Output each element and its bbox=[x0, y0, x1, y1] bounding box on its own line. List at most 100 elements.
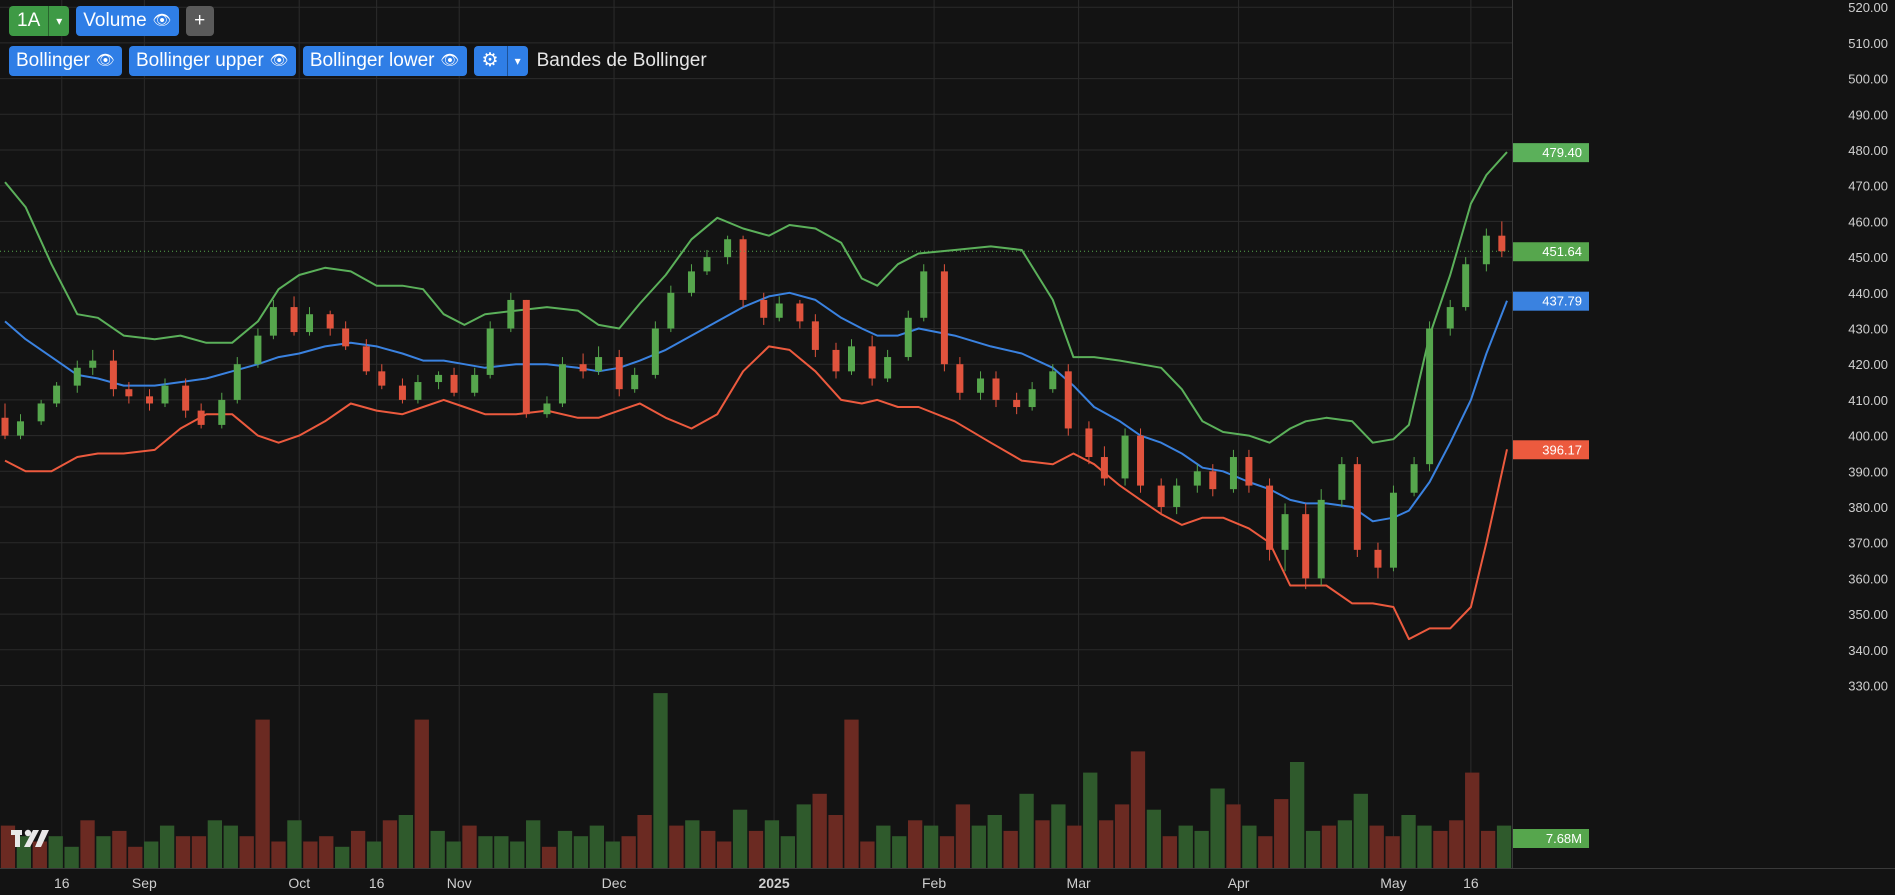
bollinger-lower-toggle[interactable]: Bollinger lower 👁 bbox=[302, 46, 467, 76]
price-tick-label: 400.00 bbox=[1848, 429, 1888, 444]
candle-body bbox=[1173, 485, 1181, 507]
candle-body bbox=[724, 239, 732, 258]
bollinger-toggle[interactable]: Bollinger 👁 bbox=[9, 46, 122, 76]
eye-icon[interactable]: 👁 bbox=[269, 52, 289, 69]
upper-band-badge-bg bbox=[1513, 143, 1589, 163]
candle-body bbox=[615, 357, 623, 390]
volume-bar bbox=[1321, 825, 1337, 868]
volume-bar bbox=[80, 820, 95, 868]
candle-body bbox=[595, 357, 603, 372]
volume-bar bbox=[1417, 825, 1432, 868]
candle-body bbox=[125, 389, 133, 397]
candle-body bbox=[940, 271, 948, 365]
candle-body bbox=[992, 378, 1000, 400]
tradingview-logo-icon[interactable] bbox=[11, 828, 51, 850]
last-price-badge-bg bbox=[1513, 242, 1589, 262]
eye-icon[interactable]: 👁 bbox=[152, 12, 172, 29]
lower-band-badge-bg bbox=[1513, 440, 1589, 460]
interval-button[interactable]: 1A bbox=[9, 6, 49, 36]
volume-bar bbox=[573, 836, 589, 868]
price-axis[interactable]: 330.00 340.00 350.00 360.00 370.00 380.00 390.… bbox=[1848, 0, 1888, 693]
volume-bar bbox=[1449, 820, 1464, 868]
lower-band-line bbox=[4, 345, 1508, 641]
interval-selector[interactable]: 1A ▾ bbox=[9, 6, 70, 36]
candle-body bbox=[161, 385, 169, 404]
time-tick-label: Oct bbox=[288, 875, 310, 891]
candle-body bbox=[956, 364, 964, 393]
upper-band-badge: 479.40 bbox=[1542, 145, 1582, 160]
price-tick-label: 450.00 bbox=[1848, 250, 1888, 265]
volume-bar bbox=[48, 836, 63, 868]
candle-body bbox=[471, 374, 479, 393]
add-indicator-button[interactable]: + bbox=[185, 6, 214, 36]
volume-bar bbox=[748, 830, 764, 868]
candle-body bbox=[1245, 457, 1253, 486]
volume-bar bbox=[1353, 793, 1368, 868]
volume-bar bbox=[1305, 830, 1321, 868]
price-tick-label: 380.00 bbox=[1848, 500, 1888, 515]
volume-bar bbox=[1258, 836, 1273, 868]
price-tick-label: 430.00 bbox=[1848, 322, 1888, 337]
volume-bar bbox=[987, 815, 1002, 868]
price-tick-label: 350.00 bbox=[1848, 607, 1888, 622]
upper-band-line bbox=[4, 151, 1508, 444]
candle-body bbox=[398, 385, 406, 400]
chevron-down-icon[interactable]: ▾ bbox=[506, 46, 528, 76]
volume-bar bbox=[1146, 809, 1162, 868]
indicator-settings[interactable]: ⚙ ▾ bbox=[473, 46, 528, 76]
volume-bar bbox=[732, 809, 748, 868]
bollinger-bands bbox=[4, 151, 1508, 641]
candle-body bbox=[558, 364, 566, 404]
gear-icon[interactable]: ⚙ bbox=[473, 46, 507, 76]
volume-bar bbox=[876, 825, 891, 868]
volume-bar bbox=[1067, 825, 1082, 868]
candle-body bbox=[342, 328, 350, 347]
volume-bar bbox=[1369, 825, 1384, 868]
candle-body bbox=[1462, 264, 1470, 308]
volume-bar bbox=[717, 841, 732, 868]
volume-bar bbox=[526, 820, 541, 868]
volume-bar bbox=[541, 846, 557, 868]
middle-band-line bbox=[4, 291, 1508, 523]
time-tick-label: Nov bbox=[447, 875, 472, 891]
volume-bar bbox=[780, 836, 795, 868]
volume-bar bbox=[1401, 815, 1416, 868]
candle-body bbox=[703, 257, 711, 272]
candle-body bbox=[832, 349, 840, 372]
candle-body bbox=[507, 299, 515, 329]
volume-bar bbox=[0, 825, 16, 868]
volume-badge: 7.68M bbox=[1546, 831, 1582, 846]
bollinger-upper-toggle[interactable]: Bollinger upper 👁 bbox=[128, 46, 296, 76]
volume-bar bbox=[796, 804, 811, 868]
indicator-toolbar: Bollinger 👁 Bollinger upper 👁 Bollinger … bbox=[9, 46, 707, 76]
volume-bar bbox=[812, 793, 827, 868]
candle-body bbox=[739, 239, 747, 300]
candle-body bbox=[884, 357, 892, 379]
candle-body bbox=[362, 346, 370, 372]
time-tick-label: Mar bbox=[1067, 875, 1091, 891]
candle-body bbox=[1338, 464, 1346, 500]
volume-bar bbox=[1226, 804, 1241, 868]
eye-icon[interactable]: 👁 bbox=[95, 52, 115, 69]
candle-body bbox=[1281, 514, 1289, 550]
candle-body bbox=[847, 346, 855, 372]
price-tick-label: 440.00 bbox=[1848, 286, 1888, 301]
volume-bar bbox=[1114, 804, 1130, 868]
time-tick-label: 2025 bbox=[758, 875, 789, 891]
candle-body bbox=[1157, 485, 1165, 507]
volume-bar bbox=[1162, 836, 1177, 868]
bollinger-upper-label: Bollinger upper bbox=[135, 50, 264, 71]
volume-bar bbox=[892, 836, 907, 868]
volume-bar bbox=[1194, 830, 1209, 868]
volume-toggle[interactable]: Volume 👁 bbox=[76, 6, 179, 36]
volume-bar bbox=[271, 841, 286, 868]
volume-label: Volume bbox=[83, 10, 147, 31]
chevron-down-icon[interactable]: ▾ bbox=[48, 6, 70, 36]
price-tick-label: 470.00 bbox=[1848, 179, 1888, 194]
time-axis[interactable]: 16 Sep Oct 16 Nov Dec 2025 Feb Mar Apr May 16 bbox=[54, 875, 1479, 891]
candle-body bbox=[182, 385, 190, 411]
time-tick-label: 16 bbox=[369, 875, 385, 891]
volume-bar bbox=[557, 830, 573, 868]
eye-icon[interactable]: 👁 bbox=[440, 52, 460, 69]
